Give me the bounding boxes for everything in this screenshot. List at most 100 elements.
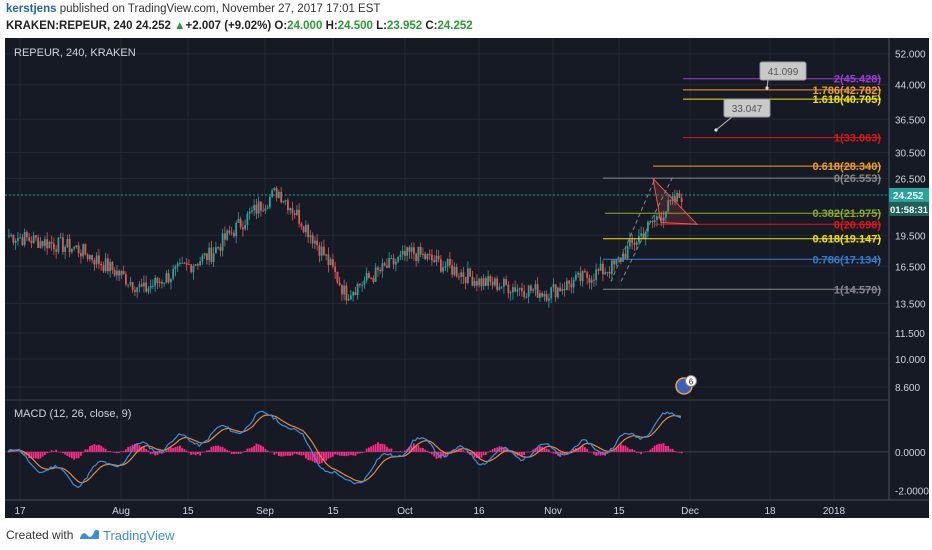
macd-histogram-bar bbox=[116, 451, 118, 454]
candle bbox=[442, 267, 445, 272]
macd-histogram-bar bbox=[104, 448, 107, 452]
candle bbox=[122, 271, 125, 275]
macd-pane bbox=[5, 410, 889, 489]
macd-histogram-bar bbox=[653, 445, 656, 452]
macd-histogram-bar bbox=[530, 451, 532, 452]
price-tick-label: 52.000 bbox=[895, 50, 926, 61]
candle bbox=[260, 201, 262, 211]
candle bbox=[167, 273, 170, 283]
candle bbox=[467, 268, 469, 284]
candle bbox=[309, 235, 312, 238]
candle bbox=[518, 287, 521, 290]
macd-histogram-bar bbox=[55, 449, 58, 452]
macd-histogram-bar bbox=[397, 451, 400, 453]
candle bbox=[64, 246, 67, 252]
candle bbox=[165, 273, 168, 283]
macd-histogram-bar bbox=[257, 444, 260, 452]
macd-histogram-bar bbox=[478, 451, 481, 459]
candle bbox=[489, 276, 492, 282]
macd-histogram-bar bbox=[266, 450, 269, 452]
macd-histogram-bar bbox=[179, 445, 181, 452]
candle bbox=[284, 200, 287, 202]
macd-histogram-bar bbox=[224, 448, 226, 452]
candle bbox=[368, 273, 370, 278]
macd-tick-label: 0.0000 bbox=[895, 448, 926, 459]
macd-histogram-bar bbox=[53, 451, 55, 452]
candle bbox=[633, 242, 636, 245]
macd-histogram-bar bbox=[624, 445, 627, 452]
macd-histogram-bar bbox=[161, 451, 163, 454]
candle bbox=[536, 284, 539, 298]
candle bbox=[199, 261, 202, 266]
tradingview-brand[interactable]: TradingView bbox=[103, 528, 175, 543]
candle bbox=[152, 285, 154, 287]
macd-histogram-bar bbox=[462, 450, 465, 452]
candle bbox=[505, 278, 508, 285]
candle bbox=[566, 280, 568, 291]
chart-panel[interactable]: 2(45.428) 1.786(42.782) 1.618(40.705) 1(33.… bbox=[5, 38, 929, 518]
macd-histogram-bar bbox=[174, 446, 177, 452]
macd-histogram-bar bbox=[390, 448, 393, 452]
macd-histogram-bar bbox=[597, 451, 600, 456]
macd-histogram-bar bbox=[122, 450, 125, 452]
close-label: C: bbox=[425, 20, 438, 32]
macd-histogram-bar bbox=[586, 448, 589, 452]
candle bbox=[275, 188, 278, 198]
candle bbox=[622, 253, 625, 262]
time-tick-label: 15 bbox=[182, 506, 194, 517]
macd-histogram-bar bbox=[356, 451, 359, 454]
candle bbox=[554, 284, 557, 298]
macd-histogram-bar bbox=[496, 447, 499, 452]
author-link[interactable]: kerstjens bbox=[6, 3, 57, 15]
candle bbox=[527, 285, 530, 297]
candle bbox=[363, 280, 366, 285]
channel-line bbox=[610, 178, 656, 282]
macd-histogram-bar bbox=[93, 444, 96, 452]
candle bbox=[444, 266, 447, 268]
macd-histogram-bar bbox=[71, 451, 73, 459]
candle bbox=[460, 272, 463, 277]
macd-histogram-bar bbox=[201, 451, 204, 453]
macd-legend: MACD (12, 26, close, 9) bbox=[14, 408, 131, 420]
macd-histogram-bar bbox=[86, 449, 89, 452]
candle bbox=[424, 253, 427, 260]
low-label: L: bbox=[376, 20, 387, 32]
macd-histogram-bar bbox=[649, 449, 652, 452]
candle bbox=[53, 243, 55, 250]
candle bbox=[568, 280, 571, 284]
candle bbox=[512, 287, 514, 293]
price-tick-label: 19.500 bbox=[895, 231, 926, 242]
macd-histogram-bar bbox=[453, 449, 456, 452]
candle bbox=[545, 294, 548, 301]
macd-histogram-bar bbox=[676, 451, 679, 453]
candle bbox=[116, 270, 118, 276]
candle bbox=[197, 264, 199, 266]
candle bbox=[422, 253, 424, 255]
macd-histogram-bar bbox=[658, 443, 661, 452]
time-tick-label: Nov bbox=[544, 506, 562, 517]
candle bbox=[667, 200, 670, 212]
macd-histogram-bar bbox=[95, 445, 98, 452]
candle bbox=[237, 219, 240, 223]
candle bbox=[476, 280, 478, 286]
macd-histogram-bar bbox=[581, 446, 584, 452]
macd-histogram-bar bbox=[476, 451, 478, 458]
macd-histogram-bar bbox=[325, 451, 328, 461]
candle bbox=[134, 289, 136, 292]
macd-histogram-bar bbox=[633, 450, 636, 452]
candle bbox=[626, 246, 629, 259]
candle bbox=[419, 246, 422, 255]
candle bbox=[530, 285, 532, 291]
candle bbox=[30, 240, 33, 244]
chart-canvas[interactable]: 2(45.428)1.786(42.782)1.618(40.705) 1(33.… bbox=[5, 38, 929, 518]
candle bbox=[246, 213, 249, 225]
macd-histogram-bar bbox=[77, 451, 80, 459]
macd-histogram-bar bbox=[671, 448, 674, 452]
macd-histogram-bar bbox=[408, 447, 411, 452]
macd-histogram-bar bbox=[316, 451, 319, 464]
open-value: 24.000 bbox=[287, 20, 323, 32]
candle bbox=[104, 258, 107, 272]
macd-histogram-bar bbox=[289, 451, 292, 456]
events-badge-count: 6 bbox=[689, 378, 694, 387]
candle bbox=[656, 216, 658, 220]
